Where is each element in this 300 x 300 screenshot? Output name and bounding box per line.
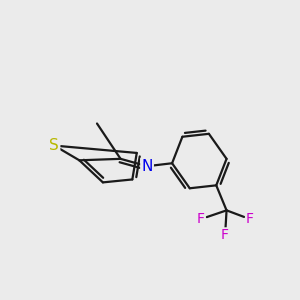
Text: N: N bbox=[141, 159, 153, 174]
Text: F: F bbox=[196, 212, 205, 226]
Text: S: S bbox=[50, 138, 59, 153]
Text: F: F bbox=[221, 228, 229, 242]
Text: F: F bbox=[246, 212, 254, 226]
